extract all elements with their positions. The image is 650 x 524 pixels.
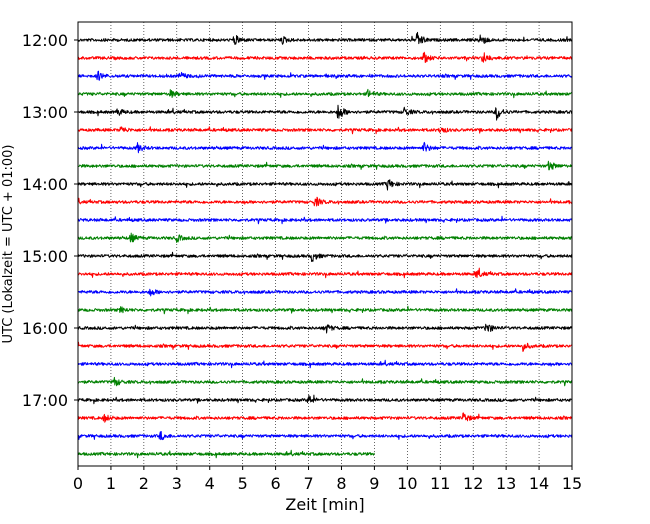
trace-row <box>77 232 573 243</box>
x-tick-label: 11 <box>430 474 450 493</box>
x-tick-label: 14 <box>529 474 549 493</box>
trace-row <box>77 376 573 387</box>
trace-row <box>77 251 573 262</box>
trace-row <box>77 431 573 441</box>
x-tick-label: 6 <box>271 474 281 493</box>
trace-row <box>77 412 573 423</box>
trace-row <box>77 179 573 191</box>
y-tick-label: 17:00 <box>22 391 68 410</box>
x-tick-label: 1 <box>106 474 116 493</box>
trace-row <box>77 88 573 99</box>
trace-row <box>78 267 573 279</box>
trace-row <box>77 51 573 63</box>
trace-row <box>77 141 573 154</box>
x-tick-label: 4 <box>205 474 215 493</box>
y-tick-label: 15:00 <box>22 247 68 266</box>
trace-row <box>77 359 573 369</box>
trace-row <box>77 394 573 405</box>
trace-row <box>77 341 573 352</box>
x-tick-label: 12 <box>463 474 483 493</box>
x-tick-label: 10 <box>397 474 417 493</box>
y-tick-label: 14:00 <box>22 175 68 194</box>
trace-row <box>77 160 573 171</box>
x-tick-label: 3 <box>172 474 182 493</box>
trace-row <box>77 323 573 334</box>
y-tick-label: 16:00 <box>22 319 68 338</box>
x-tick-label: 7 <box>303 474 313 493</box>
x-tick-label: 9 <box>369 474 379 493</box>
trace-layer <box>77 31 573 459</box>
y-tick-label: 13:00 <box>22 103 68 122</box>
y-tick-label: 12:00 <box>22 31 68 50</box>
trace-row <box>77 31 573 45</box>
trace-row <box>77 196 573 207</box>
trace-row <box>77 126 573 135</box>
trace-row <box>77 215 573 225</box>
x-tick-label: 5 <box>238 474 248 493</box>
trace-row <box>78 104 573 121</box>
x-tick-label: 0 <box>73 474 83 493</box>
plot-frame <box>77 21 573 467</box>
x-tick-label: 15 <box>562 474 582 493</box>
trace-row <box>77 449 375 459</box>
x-tick-label: 13 <box>496 474 516 493</box>
trace-row <box>77 70 573 81</box>
y-axis-label: UTC (Lokalzeit = UTC + 01:00) <box>1 145 16 344</box>
trace-row <box>77 288 573 297</box>
grid-layer <box>110 22 540 466</box>
x-tick-label: 8 <box>336 474 346 493</box>
trace-row <box>77 305 573 315</box>
y-axis: 12:00 13:00 14:00 15:00 16:00 17:00 <box>22 31 78 410</box>
x-axis: 0 1 2 3 4 5 6 7 8 9 10 11 12 13 14 15 <box>73 466 582 493</box>
x-axis-label: Zeit [min] <box>285 495 364 514</box>
x-tick-label: 2 <box>139 474 149 493</box>
